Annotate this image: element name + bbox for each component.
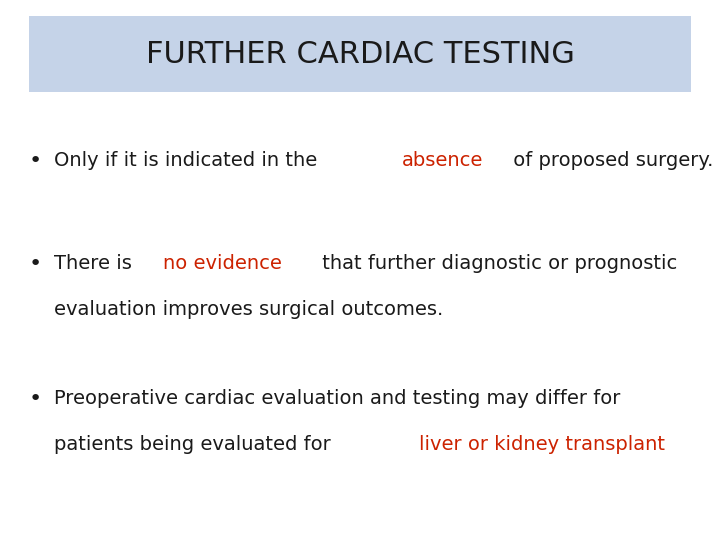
Text: Preoperative cardiac evaluation and testing may differ for: Preoperative cardiac evaluation and test… bbox=[54, 389, 621, 408]
Text: liver or kidney transplant: liver or kidney transplant bbox=[419, 435, 665, 454]
Text: •: • bbox=[29, 389, 42, 409]
Text: •: • bbox=[29, 151, 42, 171]
Text: FURTHER CARDIAC TESTING: FURTHER CARDIAC TESTING bbox=[145, 39, 575, 69]
Text: no evidence: no evidence bbox=[163, 254, 282, 273]
Text: absence: absence bbox=[402, 151, 483, 170]
FancyBboxPatch shape bbox=[29, 16, 691, 92]
Text: There is: There is bbox=[54, 254, 138, 273]
Text: Only if it is indicated in the: Only if it is indicated in the bbox=[54, 151, 323, 170]
Text: that further diagnostic or prognostic: that further diagnostic or prognostic bbox=[316, 254, 678, 273]
Text: of proposed surgery.: of proposed surgery. bbox=[507, 151, 713, 170]
Text: evaluation improves surgical outcomes.: evaluation improves surgical outcomes. bbox=[54, 300, 444, 319]
Text: •: • bbox=[29, 254, 42, 274]
Text: patients being evaluated for: patients being evaluated for bbox=[54, 435, 337, 454]
